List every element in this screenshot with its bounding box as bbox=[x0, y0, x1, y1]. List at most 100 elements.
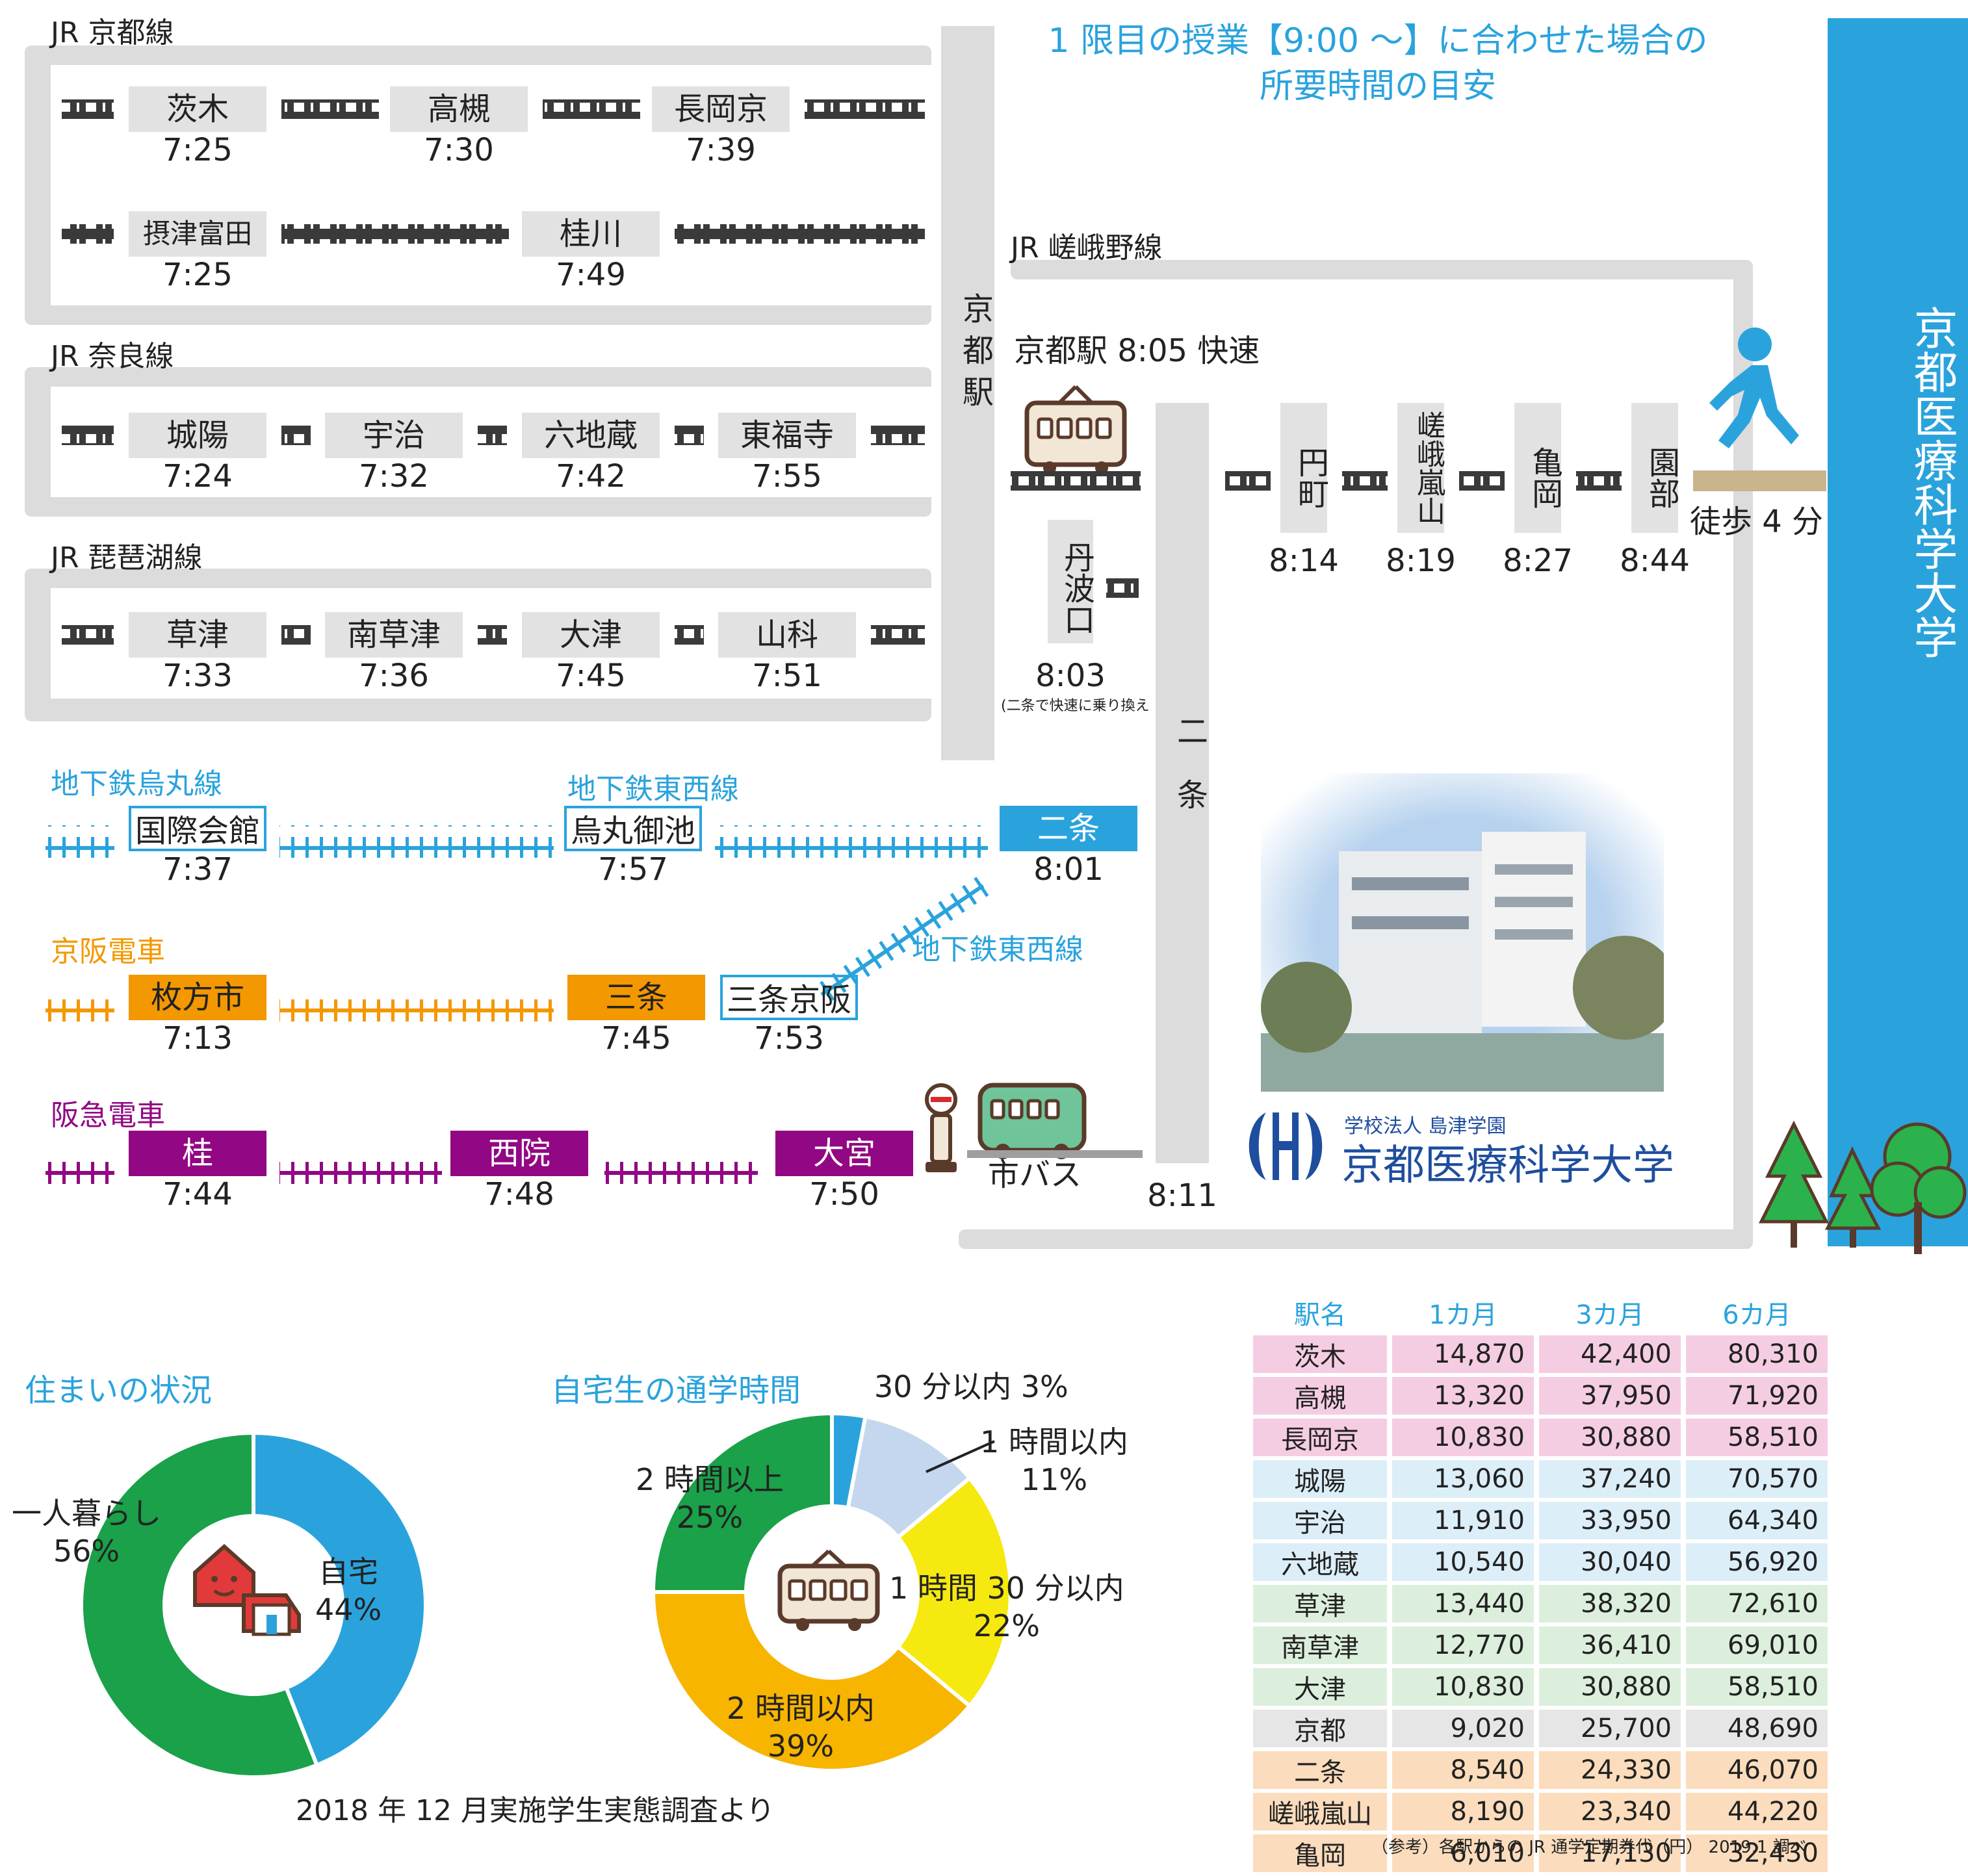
walk-path bbox=[1693, 470, 1826, 491]
sagano-bottom-bar bbox=[959, 1229, 1753, 1249]
fare-table-body: 茨木 14,870 42,400 80,310 高槻 13,320 37,950 71,920… bbox=[1253, 1335, 1828, 1872]
time-hirakatashi: 7:13 bbox=[162, 1020, 233, 1057]
kyoto-station-label: 京都駅 bbox=[957, 292, 993, 417]
walking-person-icon bbox=[1709, 328, 1799, 448]
fare-price-cell: 44,220 bbox=[1686, 1793, 1828, 1831]
fare-footnote: （参考）各駅からの JR 通学定期券代（円） 2019.1 調べ bbox=[1371, 1838, 1807, 1857]
fare-row: 長岡京 10,830 30,880 58,510 bbox=[1253, 1419, 1828, 1456]
subway-track bbox=[279, 825, 554, 858]
fare-price-cell: 23,340 bbox=[1539, 1793, 1681, 1831]
university-bar bbox=[1828, 18, 1968, 1246]
fare-row: 二条 8,540 24,330 46,070 bbox=[1253, 1751, 1828, 1789]
station-kameoka: 亀岡 bbox=[1514, 403, 1562, 533]
fare-price-cell: 11,910 bbox=[1392, 1502, 1534, 1539]
tozai-title: 地下鉄東西線 bbox=[567, 773, 739, 806]
time-minamikusatsu: 7:36 bbox=[359, 658, 429, 694]
time-omiya: 7:50 bbox=[809, 1176, 879, 1213]
commute-60-name: 1 時間以内 bbox=[980, 1424, 1128, 1459]
fare-station-cell: 長岡京 bbox=[1253, 1419, 1387, 1456]
train-small-icon bbox=[777, 1549, 880, 1631]
fare-price-cell: 13,440 bbox=[1392, 1585, 1534, 1623]
fare-row: 亀岡 6,010 17,130 32,430 bbox=[1253, 1834, 1828, 1872]
fare-station-cell: 京都 bbox=[1253, 1710, 1387, 1747]
fare-row: 南草津 12,770 36,410 69,010 bbox=[1253, 1626, 1828, 1664]
fare-station-cell: 六地蔵 bbox=[1253, 1543, 1387, 1581]
fare-row: 高槻 13,320 37,950 71,920 bbox=[1253, 1377, 1828, 1415]
rail-segment bbox=[281, 426, 311, 445]
station-sanjokeihan: 三条京阪 bbox=[720, 975, 858, 1020]
station-katsuragawa: 桂川 bbox=[522, 211, 660, 257]
sagano-rail-start bbox=[1011, 471, 1141, 491]
station-tofukuji: 東福寺 bbox=[718, 413, 856, 458]
station-yamashina: 山科 bbox=[718, 612, 856, 658]
commute-120-name: 2 時間以内 bbox=[727, 1691, 875, 1726]
fare-header: 駅名 bbox=[1294, 1300, 1346, 1330]
rail-segment bbox=[281, 224, 509, 244]
subway-track bbox=[45, 825, 114, 858]
fare-price-cell: 69,010 bbox=[1686, 1626, 1828, 1664]
commute-label-90: 1 時間 30 分以内 22% bbox=[889, 1569, 1124, 1645]
walk-label: 徒歩 4 分 bbox=[1690, 504, 1824, 540]
time-sagaarashiyama: 8:19 bbox=[1386, 543, 1456, 579]
fare-row: 嵯峨嵐山 8,190 23,340 44,220 bbox=[1253, 1793, 1828, 1831]
station-katsura: 桂 bbox=[129, 1131, 266, 1176]
station-sain: 西院 bbox=[450, 1131, 588, 1176]
university-logo-icon bbox=[1249, 1112, 1323, 1180]
fare-price-cell: 42,400 bbox=[1539, 1335, 1681, 1373]
rail-segment bbox=[62, 99, 114, 119]
rail-segment bbox=[281, 99, 379, 119]
housing-alone-name: 一人暮らし bbox=[12, 1496, 161, 1531]
keihan-track bbox=[279, 996, 554, 1028]
train-icon bbox=[1024, 385, 1127, 474]
rail-segment bbox=[675, 625, 704, 645]
time-tanbaguchi: 8:03 bbox=[1035, 658, 1106, 694]
time-takatsuki: 7:30 bbox=[424, 132, 494, 168]
fare-header-row: 駅名 1カ月 3カ月 6カ月 bbox=[1253, 1294, 1828, 1331]
time-settsutonda: 7:25 bbox=[162, 257, 233, 293]
station-rokujizo: 六地蔵 bbox=[522, 413, 660, 458]
rail-segment bbox=[62, 224, 114, 244]
rail-segment bbox=[281, 625, 311, 645]
campus-photo bbox=[1261, 773, 1664, 1092]
fare-price-cell: 12,770 bbox=[1392, 1626, 1534, 1664]
rail-segment bbox=[871, 625, 925, 645]
bus-label: 市バス bbox=[988, 1157, 1082, 1193]
fare-row: 城陽 13,060 37,240 70,570 bbox=[1253, 1460, 1828, 1498]
fare-price-cell: 58,510 bbox=[1686, 1419, 1828, 1456]
tozai-title-2: 地下鉄東西線 bbox=[912, 933, 1083, 966]
fare-price-cell: 37,950 bbox=[1539, 1377, 1681, 1415]
fare-header: 3カ月 bbox=[1575, 1300, 1644, 1330]
fare-price-cell: 9,020 bbox=[1392, 1710, 1534, 1747]
fare-price-cell: 14,870 bbox=[1392, 1335, 1534, 1373]
station-tanbaguchi: 丹波口 bbox=[1048, 520, 1094, 643]
time-rokujizo: 7:42 bbox=[556, 458, 626, 495]
rail-segment bbox=[805, 99, 925, 119]
leader-line bbox=[926, 1440, 995, 1473]
fare-station-cell: 草津 bbox=[1253, 1585, 1387, 1623]
station-joyo: 城陽 bbox=[129, 413, 266, 458]
logo-sub: 学校法人 島津学園 bbox=[1344, 1115, 1507, 1138]
station-minamikusatsu: 南草津 bbox=[325, 612, 463, 658]
fare-station-cell: 嵯峨嵐山 bbox=[1253, 1793, 1387, 1831]
commute-donut bbox=[651, 1411, 1013, 1773]
time-kusatsu: 7:33 bbox=[162, 658, 233, 694]
station-sagaarashiyama: 嵯峨嵐山 bbox=[1397, 403, 1445, 533]
fare-station-cell: 二条 bbox=[1253, 1751, 1387, 1789]
time-emmachi: 8:14 bbox=[1269, 543, 1339, 579]
fare-row: 大津 10,830 30,880 58,510 bbox=[1253, 1668, 1828, 1706]
nijo-label: 二条 bbox=[1171, 715, 1208, 842]
fare-price-cell: 25,700 bbox=[1539, 1710, 1681, 1747]
commute-120-pct: 39% bbox=[767, 1728, 835, 1764]
house-icon bbox=[193, 1543, 301, 1636]
station-ibaraki: 茨木 bbox=[129, 86, 266, 132]
time-katsuragawa: 7:49 bbox=[556, 257, 626, 293]
fare-price-cell: 80,310 bbox=[1686, 1335, 1828, 1373]
housing-donut bbox=[79, 1430, 428, 1779]
commute-label-120: 2 時間以内 39% bbox=[727, 1690, 875, 1765]
commute-over120-name: 2 時間以上 bbox=[636, 1462, 784, 1497]
rail-segment bbox=[478, 426, 507, 445]
time-uji: 7:32 bbox=[359, 458, 429, 495]
fare-row: 六地蔵 10,540 30,040 56,920 bbox=[1253, 1543, 1828, 1581]
jr-nara-title: JR 奈良線 bbox=[51, 340, 174, 373]
